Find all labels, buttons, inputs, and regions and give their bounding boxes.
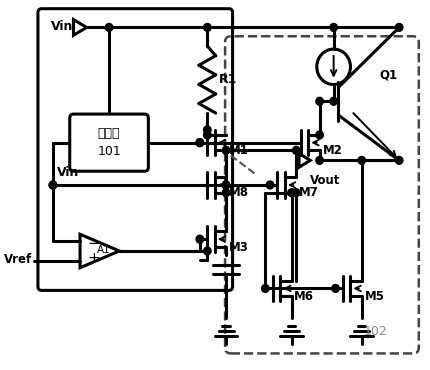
FancyBboxPatch shape [70, 114, 148, 171]
Circle shape [332, 285, 339, 292]
Text: M3: M3 [229, 240, 249, 253]
Text: M7: M7 [299, 186, 319, 199]
Circle shape [196, 139, 203, 147]
Circle shape [203, 131, 211, 139]
Text: M8: M8 [229, 186, 249, 199]
Text: Vref: Vref [4, 253, 32, 266]
Circle shape [222, 181, 230, 189]
Text: +: + [88, 251, 101, 266]
Text: 102: 102 [364, 324, 387, 338]
Circle shape [203, 247, 211, 255]
Circle shape [49, 181, 57, 189]
Circle shape [330, 23, 338, 31]
Text: 101: 101 [97, 145, 121, 158]
Text: Vin: Vin [51, 20, 74, 33]
Circle shape [358, 157, 366, 164]
Circle shape [261, 285, 269, 292]
Circle shape [222, 147, 230, 154]
Circle shape [316, 97, 323, 105]
Circle shape [316, 157, 323, 164]
Circle shape [222, 181, 230, 189]
Circle shape [292, 147, 300, 154]
Text: Q1: Q1 [379, 68, 397, 81]
Text: Vout: Vout [310, 174, 341, 187]
Circle shape [396, 23, 403, 31]
Circle shape [196, 235, 203, 243]
Text: −: − [88, 236, 101, 250]
Circle shape [196, 139, 203, 147]
Text: R1: R1 [218, 73, 237, 86]
Circle shape [203, 23, 211, 31]
Text: 电荷泵: 电荷泵 [98, 127, 120, 140]
Circle shape [222, 189, 230, 196]
Circle shape [316, 131, 323, 139]
Circle shape [288, 189, 295, 196]
Text: M2: M2 [322, 144, 342, 157]
Text: M1: M1 [229, 144, 249, 157]
Circle shape [49, 181, 57, 189]
Circle shape [105, 23, 113, 31]
Circle shape [203, 126, 211, 134]
Circle shape [330, 97, 338, 105]
Text: A1: A1 [97, 245, 111, 255]
Circle shape [266, 181, 274, 189]
Circle shape [292, 189, 300, 196]
Text: Vin: Vin [57, 166, 79, 179]
Text: M6: M6 [295, 290, 314, 303]
Circle shape [396, 157, 403, 164]
Text: M5: M5 [365, 290, 384, 303]
